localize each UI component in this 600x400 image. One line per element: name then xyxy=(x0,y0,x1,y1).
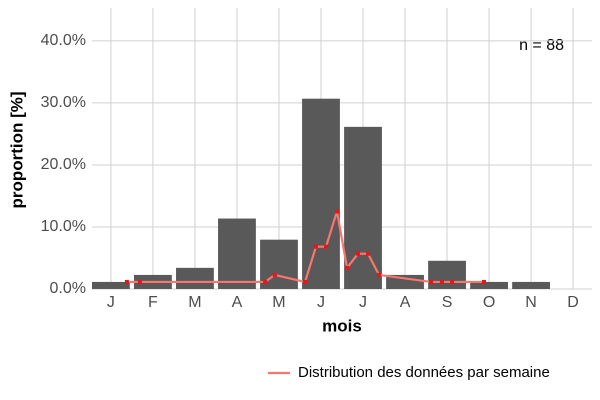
point xyxy=(482,279,487,284)
annotation: n = 88 xyxy=(519,37,564,54)
point xyxy=(355,251,360,256)
x-tick-label: J xyxy=(107,294,115,311)
point xyxy=(366,251,371,256)
y-tick-label: 30.0% xyxy=(41,94,86,111)
bar xyxy=(218,218,256,289)
x-tick-label: A xyxy=(232,294,243,311)
bar xyxy=(470,281,508,289)
line xyxy=(126,211,485,284)
y-tick-label: 10.0% xyxy=(41,218,86,235)
y-axis-title: proportion [%] xyxy=(7,91,26,208)
x-tick-label: J xyxy=(359,294,367,311)
bar xyxy=(302,98,340,290)
x-tick-label: O xyxy=(483,294,495,311)
x-tick-label: J xyxy=(317,294,325,311)
point xyxy=(313,244,318,249)
x-tick-label: M xyxy=(272,294,285,311)
x-tick-label: N xyxy=(525,294,537,311)
point xyxy=(334,209,339,214)
point xyxy=(440,279,444,284)
point xyxy=(450,279,455,284)
y-tick-label: 40.0% xyxy=(41,32,86,49)
x-tick-label: F xyxy=(148,294,158,311)
x-tick-label: S xyxy=(442,294,453,311)
legend-label: Distribution des données par semaine xyxy=(298,364,550,381)
point xyxy=(324,244,329,249)
point xyxy=(137,279,142,284)
bar xyxy=(512,281,550,289)
point xyxy=(303,279,308,284)
y-tick-label: 20.0% xyxy=(41,156,86,173)
x-tick-label: M xyxy=(188,294,201,311)
x-tick-label: D xyxy=(567,294,579,311)
bar xyxy=(386,274,424,289)
y-tick-label: 0.0% xyxy=(50,280,86,297)
point xyxy=(272,272,277,277)
point xyxy=(263,279,268,284)
x-axis-title: mois xyxy=(322,316,362,335)
point xyxy=(376,272,381,277)
bar xyxy=(428,260,466,289)
point xyxy=(124,279,129,284)
point xyxy=(345,265,350,270)
x-tick-label: A xyxy=(400,294,411,311)
bar xyxy=(92,281,130,289)
point xyxy=(429,279,434,284)
bar xyxy=(176,267,214,289)
